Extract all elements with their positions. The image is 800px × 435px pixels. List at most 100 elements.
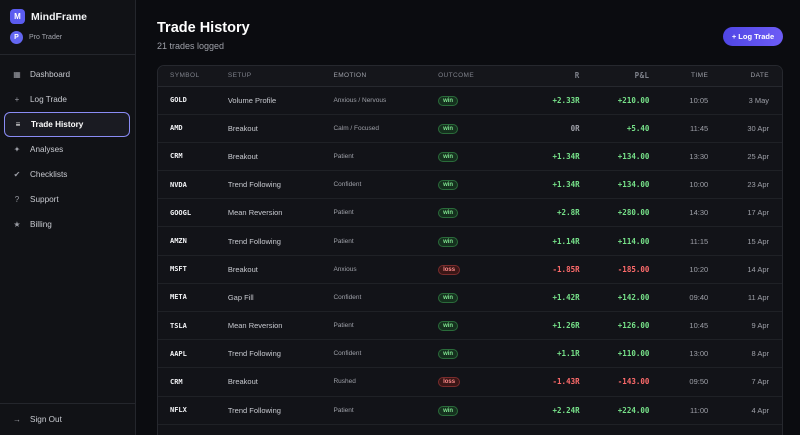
status-badge: win xyxy=(438,292,459,303)
cell-setup: Breakout xyxy=(227,142,334,172)
cell-r-multiple: +1.42R xyxy=(507,283,580,313)
cell-setup: Breakout xyxy=(227,114,334,143)
sidebar-item-checklists[interactable]: ✔ Checklists xyxy=(4,162,130,187)
status-badge: win xyxy=(438,321,459,332)
cell-outcome: win xyxy=(438,198,508,228)
cell-symbol: NVDA xyxy=(158,170,228,200)
cell-pnl: -185.00 xyxy=(579,255,650,284)
table-row[interactable]: MSFT Breakout Anxious loss -1.85R -185.00 10:2… xyxy=(158,255,782,284)
cell-outcome: win xyxy=(438,86,508,115)
cell-r-multiple: -1.85R xyxy=(507,255,580,284)
cell-date: 9 Apr xyxy=(708,311,782,341)
column-header-setup[interactable]: SETUP xyxy=(227,66,334,87)
cell-time: 13:00 xyxy=(649,339,709,369)
cell-time: 11:00 xyxy=(649,396,709,425)
status-badge: loss xyxy=(438,377,461,388)
cell-setup: Breakout xyxy=(227,255,334,284)
cell-pnl: +126.00 xyxy=(579,311,650,341)
cell-r-multiple: -1.43R xyxy=(507,367,580,397)
sidebar-bottom-divider xyxy=(0,403,136,404)
log-trade-button[interactable]: + Log Trade xyxy=(723,27,783,46)
cell-setup: Volume Profile xyxy=(227,86,334,115)
cell-outcome: win xyxy=(438,226,508,256)
cell-symbol: TSLA xyxy=(158,311,228,341)
cell-time: 10:45 xyxy=(649,311,709,341)
cell-r-multiple: +2.24R xyxy=(507,396,580,425)
cell-setup: Mean Reversion xyxy=(227,311,334,341)
status-badge: win xyxy=(438,405,459,416)
cell-setup: Mean Reversion xyxy=(227,198,334,228)
cell-outcome: win xyxy=(438,283,508,313)
table-row[interactable]: GOLD Volume Profile Anxious / Nervous win +2… xyxy=(158,86,782,115)
cell-outcome: win xyxy=(438,114,508,143)
table-row[interactable]: CRM Breakout Patient win +1.34R +134.00 13:30 2… xyxy=(158,142,782,172)
column-header-emotion[interactable]: EMOTION xyxy=(333,66,439,87)
cell-outcome: loss xyxy=(438,255,508,284)
table-row[interactable]: TSLA Mean Reversion Patient win +1.26R +126.0… xyxy=(158,311,782,341)
table-row[interactable]: GOOGL Mean Reversion Patient win +2.8R +280.0… xyxy=(158,198,782,228)
cell-outcome: win xyxy=(438,311,508,341)
cell-setup: Trend Following xyxy=(227,170,334,200)
sign-out-label: Sign Out xyxy=(30,415,62,424)
cell-time: 13:30 xyxy=(649,142,709,172)
cell-symbol: META xyxy=(158,283,228,313)
page-title: Trade History xyxy=(157,20,250,36)
sidebar-item-trade-history[interactable]: ≡ Trade History xyxy=(4,112,130,137)
cell-r-multiple: +1.1R xyxy=(507,339,580,369)
cell-r-multiple: +1.34R xyxy=(507,170,580,200)
cell-symbol: GOOGL xyxy=(158,198,228,228)
column-header-symbol[interactable]: SYMBOL xyxy=(158,66,228,87)
cell-emotion: Confident xyxy=(333,170,439,200)
table-row[interactable]: AAPL Trend Following Confident win +1.1R +110… xyxy=(158,339,782,369)
sidebar-item-log-trade[interactable]: + Log Trade xyxy=(4,87,130,112)
sidebar-item-support[interactable]: ? Support xyxy=(4,187,130,212)
table-row[interactable]: NVDA Trend Following Confident win +1.34R +13… xyxy=(158,170,782,200)
status-badge: win xyxy=(438,151,459,162)
cell-date: 4 Apr xyxy=(708,396,782,425)
main-content: Trade History 21 trades logged + Log Tra… xyxy=(137,0,800,435)
sidebar-item-billing[interactable]: ★ Billing xyxy=(4,212,130,237)
sign-out-button[interactable]: → Sign Out xyxy=(13,415,62,424)
cell-date: 25 Apr xyxy=(708,142,782,172)
sidebar-item-label: Checklists xyxy=(30,170,68,179)
table-row[interactable]: META Gap Fill Confident win +1.42R +142.00 09:… xyxy=(158,283,782,313)
status-badge: win xyxy=(438,349,459,360)
status-badge: win xyxy=(438,180,459,191)
cell-pnl: +114.00 xyxy=(579,226,650,256)
table-row[interactable]: NFLX Trend Following Patient win +2.24R +224.… xyxy=(158,396,782,425)
brand[interactable]: M MindFrame xyxy=(10,9,87,24)
sidebar-item-dashboard[interactable]: ▦ Dashboard xyxy=(4,62,130,87)
cell-r-multiple: 0R xyxy=(507,114,580,143)
column-header-date[interactable]: DATE xyxy=(708,66,782,87)
status-badge: win xyxy=(438,208,459,219)
cell-emotion: Anxious xyxy=(333,255,439,284)
cell-r-multiple: +2.8R xyxy=(507,198,580,228)
cell-emotion: Patient xyxy=(333,396,439,425)
sidebar-item-label: Trade History xyxy=(31,120,84,129)
sidebar-item-label: Billing xyxy=(30,220,52,229)
sidebar-item-analyses[interactable]: ✦ Analyses xyxy=(4,137,130,162)
cell-date: 17 Apr xyxy=(708,198,782,228)
table-row[interactable]: AMZN Trend Following Patient win +1.14R +114.… xyxy=(158,226,782,256)
cell-time: 10:20 xyxy=(649,255,709,284)
cell-symbol: AMZN xyxy=(158,226,228,256)
table-row[interactable]: AMD Breakout Calm / Focused win 0R +5.40 11:45… xyxy=(158,114,782,143)
cell-symbol: MSFT xyxy=(158,255,228,284)
column-header-outcome[interactable]: OUTCOME xyxy=(438,66,508,87)
cell-date: 7 Apr xyxy=(708,367,782,397)
cell-time: 09:40 xyxy=(649,283,709,313)
cell-emotion: Patient xyxy=(333,311,439,341)
column-header-time[interactable]: TIME xyxy=(649,66,709,87)
column-header-r[interactable]: R xyxy=(507,66,580,87)
trade-table-container: SYMBOL SETUP EMOTION OUTCOME R P&L TIME … xyxy=(157,65,783,435)
cell-symbol: AMD xyxy=(158,114,228,143)
column-header-pnl[interactable]: P&L xyxy=(579,66,650,87)
cell-emotion: Anxious / Nervous xyxy=(333,86,439,115)
cell-outcome: win xyxy=(438,170,508,200)
page-subtitle: 21 trades logged xyxy=(157,41,225,51)
table-row[interactable]: CRM Breakout Rushed loss -1.43R -143.00 09:50 7… xyxy=(158,367,782,397)
cell-date: 3 May xyxy=(708,86,782,115)
cell-date: 8 Apr xyxy=(708,339,782,369)
cell-outcome: loss xyxy=(438,367,508,397)
cell-symbol: CRM xyxy=(158,142,228,172)
